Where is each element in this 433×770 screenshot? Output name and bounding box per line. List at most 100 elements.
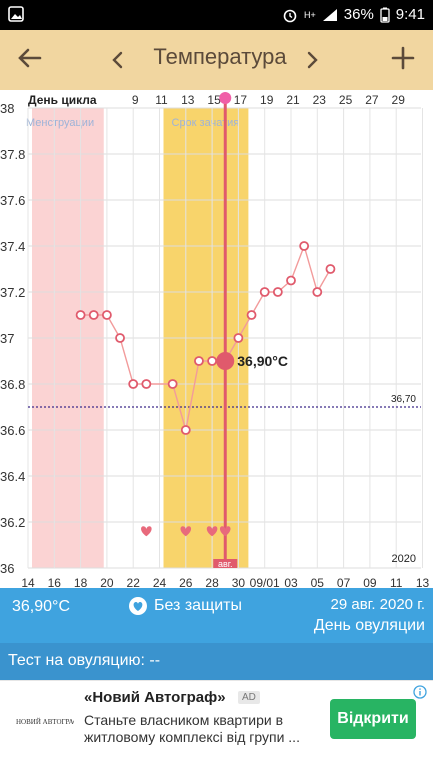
status-icons: H+ 36% 9:41 [282,6,425,23]
ad-text: Станьте власником квартири в житловому к… [84,712,300,745]
cycle-day-label: 9 [132,93,139,107]
add-icon[interactable] [388,43,418,73]
x-date-label: 16 [48,576,62,588]
x-date-label: 20 [100,576,114,588]
day-info-bar[interactable]: 36,90°C Без защиты 29 авг. 2020 г. День … [0,588,433,643]
temperature-point[interactable] [141,379,152,389]
selected-point[interactable] [216,352,235,370]
y-tick-label: 36.6 [0,423,25,438]
temperature-point[interactable] [180,425,191,435]
conception-label: Срок зачатия [172,117,240,129]
y-tick-label: 36 [0,561,14,576]
signal-type: H+ [304,9,316,20]
app-header: Температура [0,30,433,90]
battery-icon [380,7,390,23]
day-date: 29 авг. 2020 г. [330,596,425,613]
previous-chevron-icon[interactable] [108,48,128,72]
y-tick-label: 36.2 [0,515,25,530]
intercourse-heart-icon [219,526,231,537]
x-date-label: 24 [153,576,167,588]
temperature-point[interactable] [272,287,283,297]
temperature-point[interactable] [299,241,310,251]
x-date-label: 18 [74,576,88,588]
temperature-point[interactable] [312,287,323,297]
cycle-day-label: 15 [207,93,221,107]
temperature-point[interactable] [194,356,204,366]
temperature-point[interactable] [128,379,139,389]
gallery-notification-icon [8,6,24,22]
cycle-day-label: 27 [365,93,379,107]
x-date-label: 14 [21,576,35,588]
back-arrow-icon[interactable] [16,44,44,72]
temperature-point[interactable] [102,310,112,320]
advertiser-logo-mark: НОВИЙ АВТОГРАФ [16,718,79,726]
month-tag-box [213,559,238,568]
intercourse-heart-icon [206,526,218,537]
menstruation-label: Менструации [26,117,94,129]
x-date-label: 13 [416,576,430,588]
temperature-point[interactable] [75,310,86,320]
ad-open-button[interactable]: Відкрити [330,699,416,739]
temperature-point[interactable] [88,310,99,320]
ad-banner[interactable]: НОВИЙ АВТОГРАФ «Новий Автограф» AD Стань… [0,680,433,770]
selected-day-dot [219,92,232,104]
cycle-phase: День овуляции [313,617,425,634]
ad-badge: AD [238,691,260,704]
clock: 9:41 [395,6,425,23]
x-date-label: 09/01 [250,576,280,588]
cycle-day-label: 11 [155,93,168,107]
cycle-day-label: 21 [286,93,300,107]
selected-point-label: 36,90°C [237,353,288,369]
temperature-point[interactable] [325,264,336,274]
y-tick-label: 38 [0,101,14,116]
x-date-label: 26 [179,576,193,588]
x-date-label: 28 [205,576,219,588]
temperature-point[interactable] [246,310,257,320]
day-temperature: 36,90°C [12,598,70,615]
x-date-label: 30 [232,576,246,588]
cycle-day-label: 19 [260,93,274,107]
page-title: Температура [153,44,287,69]
year-label: 2020 [392,553,416,565]
x-date-label: 03 [284,576,298,588]
x-date-label: 22 [127,576,141,588]
status-bar: H+ 36% 9:41 [0,0,433,30]
y-tick-label: 36.8 [0,377,25,392]
cycle-day-label: 29 [392,93,406,107]
temperature-point[interactable] [233,333,244,343]
cycle-day-label: 23 [313,93,327,107]
ovulation-test-label: Тест на овуляцию: -- [8,652,161,669]
temperature-chart[interactable]: Менструации Срок зачатия 36,90°C 36 36.2 36… [0,90,433,590]
advertiser-logo-text: НОВИЙ АВТОГРАФ [16,718,74,726]
temperature-point[interactable] [259,287,270,297]
intercourse-heart-icon [180,526,192,537]
cycle-day-label: 17 [234,93,248,107]
ad-info-icon[interactable] [413,685,427,699]
x-date-label: 05 [311,576,325,588]
x-date-label: 11 [390,576,403,588]
temperature-point[interactable] [286,275,296,286]
chart-canvas[interactable]: Менструации Срок зачатия 36,90°C 36 36.2 36… [0,90,433,590]
battery-percent: 36% [343,6,374,23]
month-tag-label: авг. [218,559,232,569]
temperature-point[interactable] [115,333,125,343]
protection-label: Без защиты [154,597,242,614]
y-tick-label: 37.4 [0,239,25,254]
temperature-point[interactable] [167,379,178,389]
alarm-icon [283,9,297,22]
ovulation-test-row[interactable]: Тест на овуляцию: -- [0,643,433,680]
y-tick-label: 37.2 [0,285,25,300]
advertiser-logo: НОВИЙ АВТОГРАФ [14,709,79,733]
signal-icon [322,8,337,21]
cycle-day-label: 13 [181,93,195,107]
temperature-point[interactable] [207,356,218,366]
y-tick-label: 37.6 [0,193,25,208]
y-tick-label: 37 [0,331,14,346]
cycle-day-label: 25 [339,93,353,107]
next-chevron-icon[interactable] [302,48,322,72]
cycle-day-title: День цикла [28,93,97,107]
protection-status: Без защиты [128,596,242,616]
x-date-label: 09 [363,576,377,588]
heart-circle-icon [129,597,147,615]
y-tick-label: 36.4 [0,469,25,484]
